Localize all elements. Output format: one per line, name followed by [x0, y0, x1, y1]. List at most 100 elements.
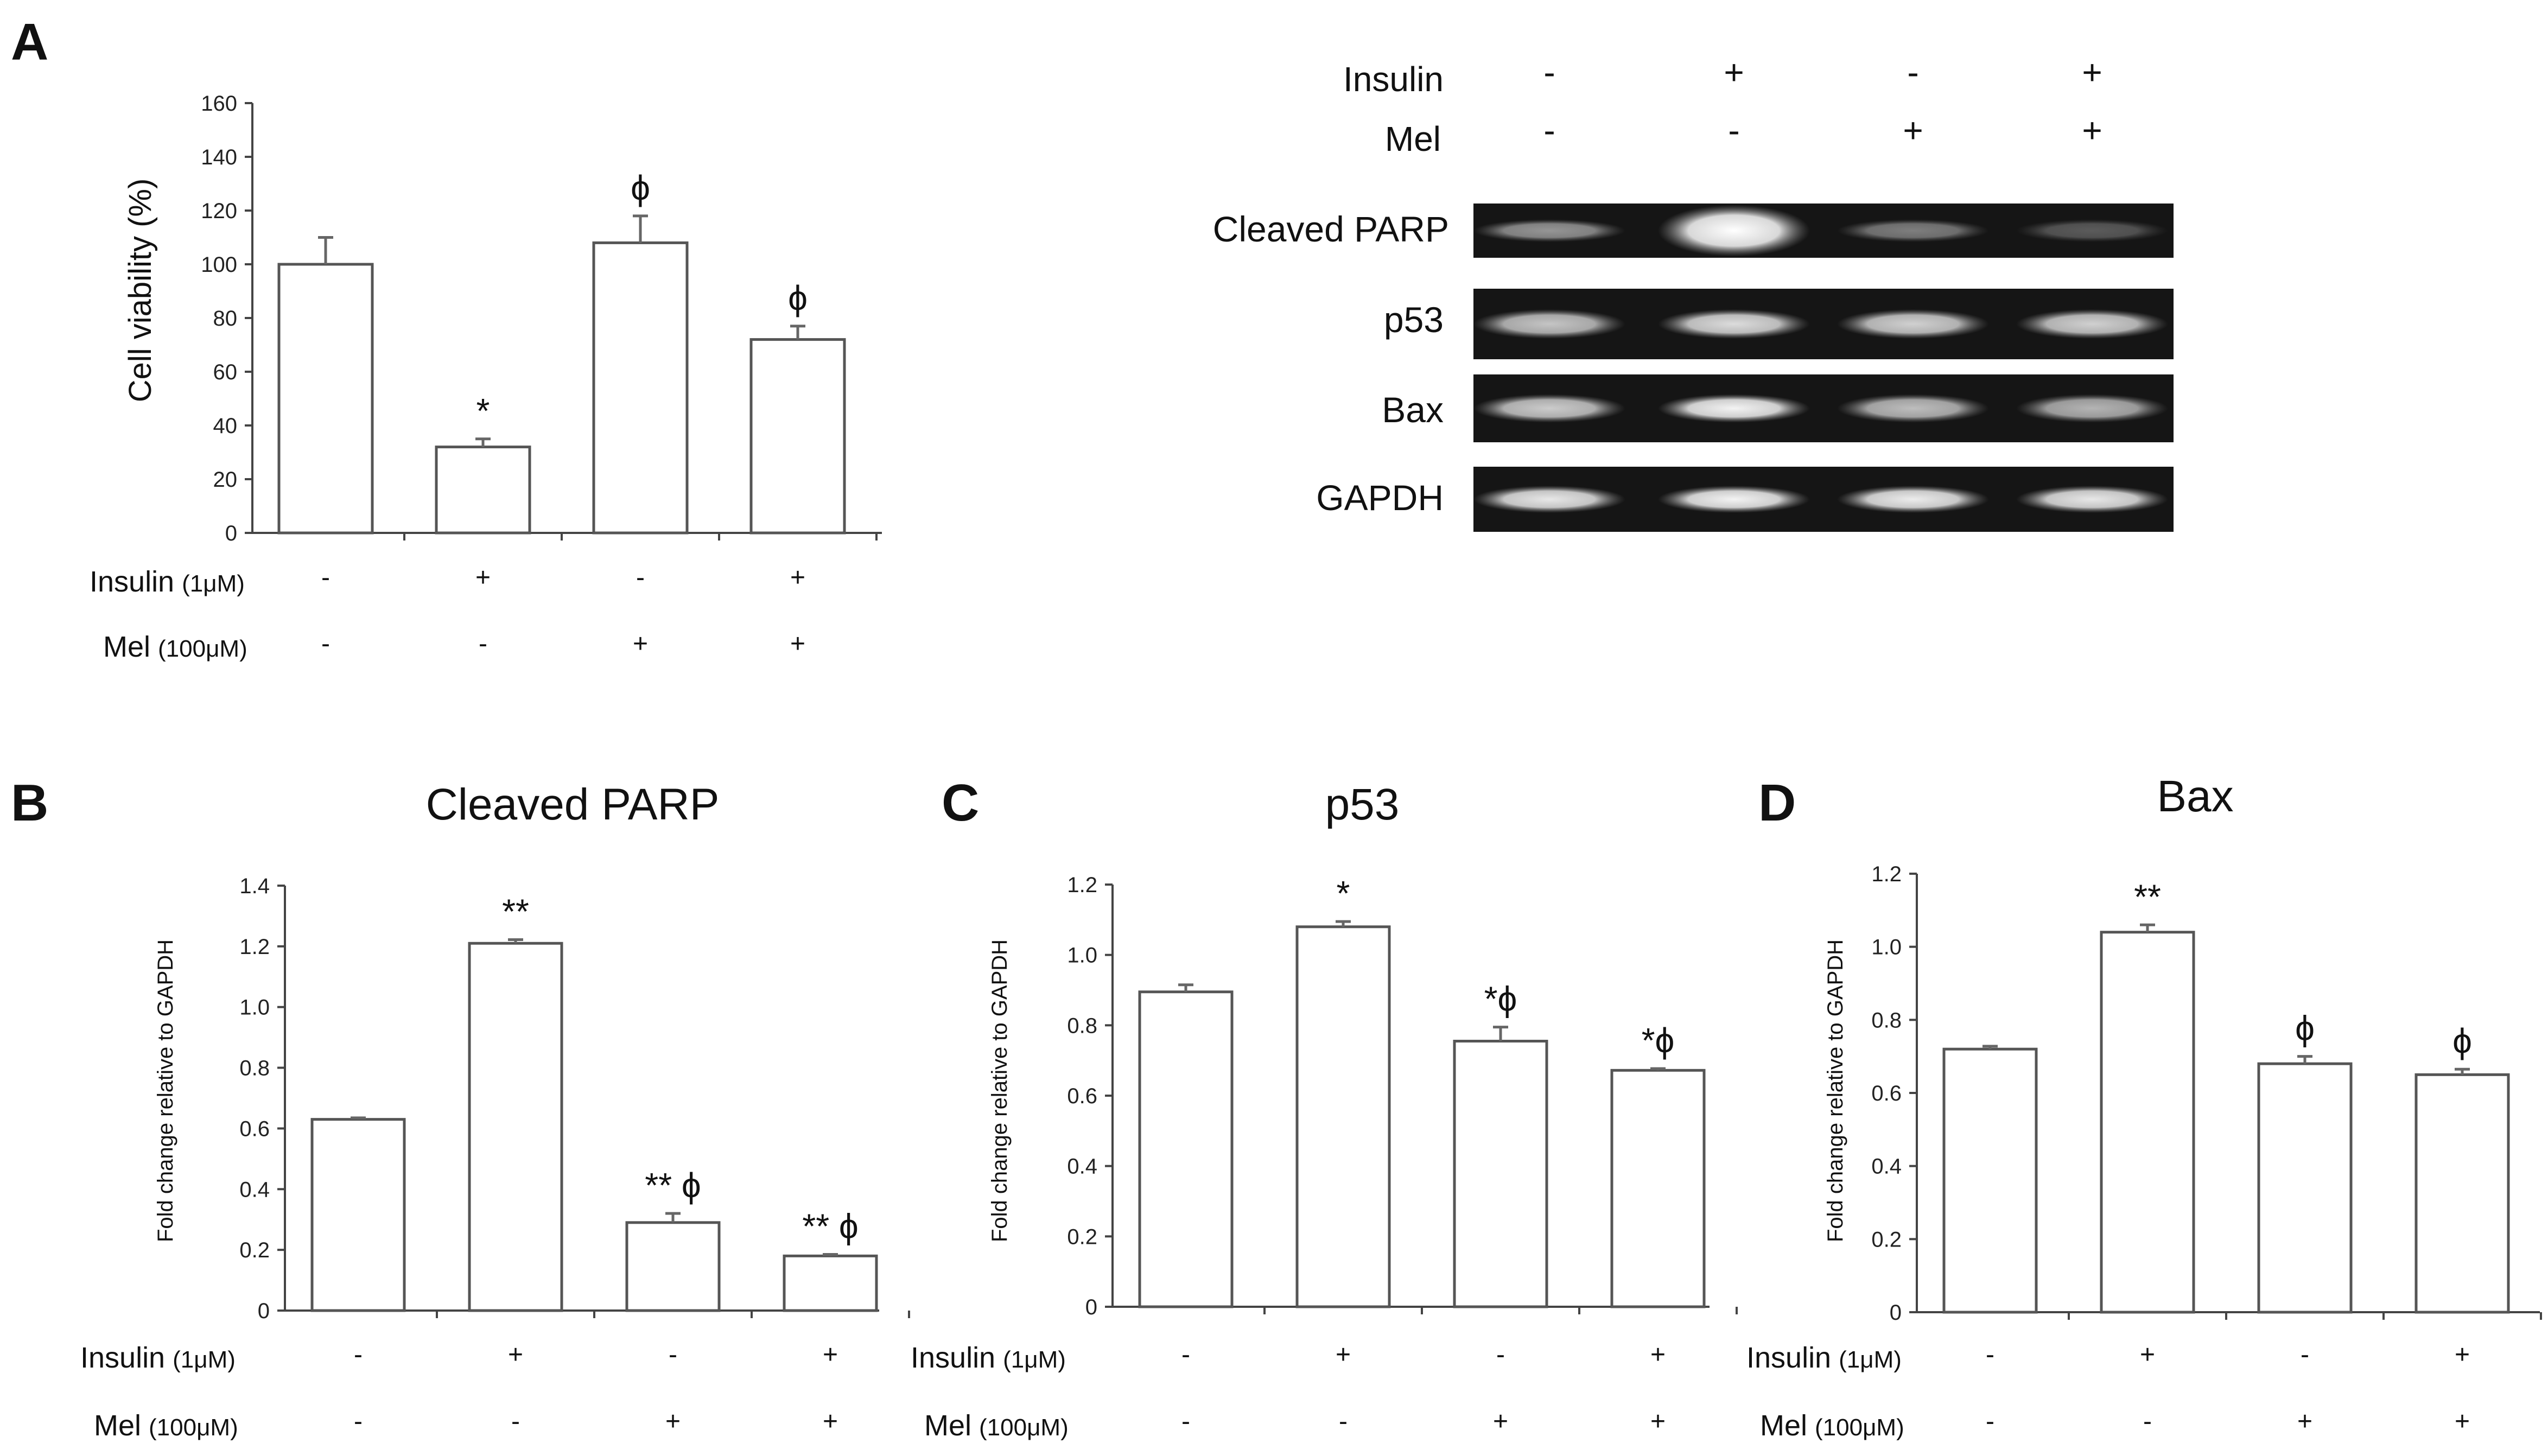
blot-band — [1837, 309, 1989, 339]
bar — [592, 241, 689, 535]
y-tick-label: 0 — [1890, 1301, 1902, 1325]
conditions-c: Insulin (1μM) Mel (100μM) — [911, 1341, 1069, 1442]
bar — [468, 942, 563, 1312]
panel-label-b: B — [11, 774, 48, 832]
bar — [1295, 925, 1391, 1308]
significance-label: ϕ — [2452, 1021, 2472, 1060]
mel-sign: + — [823, 1407, 838, 1436]
significance-label: ** ϕ — [802, 1207, 858, 1246]
blot-insulin-sign: - — [1907, 53, 1918, 92]
blot-row-label-cleaved-parp: Cleaved PARP — [1213, 209, 1449, 249]
blot-band — [1473, 309, 1625, 339]
y-tick-label: 0.4 — [1871, 1155, 1902, 1179]
bar — [435, 446, 531, 535]
significance-label: ** ϕ — [645, 1166, 701, 1205]
panel-label-c: C — [942, 774, 979, 832]
blot-band — [1473, 219, 1625, 242]
significance-label: *ϕ — [1484, 980, 1517, 1019]
bar — [749, 338, 846, 535]
blot-band — [1837, 485, 1989, 513]
y-tick-label: 1.0 — [1067, 944, 1097, 968]
conditions-a: Insulin (1μM) Mel (100μM) — [90, 565, 247, 663]
bar — [2257, 1062, 2353, 1314]
chart-c: 0 0.2 0.4 0.6 0.8 1.0 1.2 - - * + - *ϕ - + *ϕ + + — [1067, 873, 1738, 1436]
mel-sign: + — [1493, 1407, 1508, 1436]
y-tick-label: 80 — [213, 307, 238, 330]
mel-sign: - — [479, 630, 487, 658]
y-tick-label: 1.0 — [1871, 936, 1902, 959]
y-tick-label: 0.2 — [1067, 1225, 1097, 1249]
bar — [1610, 1069, 1706, 1308]
significance-label: ϕ — [2295, 1009, 2315, 1048]
mel-sign: - — [511, 1407, 520, 1436]
y-tick-label: 1.2 — [239, 935, 270, 959]
bar — [783, 1254, 878, 1312]
y-tick-label: 0.8 — [239, 1057, 270, 1080]
blot-band — [2016, 309, 2168, 339]
insulin-sign: - — [669, 1340, 677, 1369]
blot-mel-sign: - — [1543, 111, 1555, 150]
blot-row — [1473, 289, 2174, 359]
mel-sign: - — [1986, 1407, 1994, 1436]
blot-band — [1658, 485, 1810, 513]
insulin-sign: - — [636, 563, 645, 592]
chart-b: 0 0.2 0.4 0.6 0.8 1.0 1.2 1.4 - - ** + - ** ϕ - + ** ϕ + + — [239, 874, 910, 1436]
charts-layer: 020406080100120140160--*+-ϕ-+ϕ++00.20.40… — [201, 92, 2542, 1436]
y-tick-label: 40 — [213, 414, 238, 438]
bar — [1138, 990, 1234, 1308]
insulin-sign: + — [475, 563, 491, 592]
y-axis-label-c: Fold change relative to GAPDH — [988, 939, 1012, 1242]
mel-sign: + — [790, 630, 805, 658]
blot-row — [1473, 204, 2174, 258]
y-axis-label-a: Cell viability (%) — [123, 179, 158, 403]
mel-sign: - — [354, 1407, 363, 1436]
mel-sign: - — [1339, 1407, 1348, 1436]
mel-sign: - — [1181, 1407, 1190, 1436]
y-tick-label: 0.2 — [239, 1238, 270, 1262]
bar — [310, 1118, 406, 1312]
significance-label: * — [476, 391, 490, 430]
blot-insulin-sign: + — [2082, 53, 2102, 92]
y-tick-label: 0.8 — [1871, 1008, 1902, 1032]
y-tick-label: 0.4 — [239, 1178, 270, 1201]
blot-row-label-p53: p53 — [1384, 300, 1444, 340]
insulin-sign: - — [1181, 1340, 1190, 1369]
panel-label-a: A — [11, 13, 48, 71]
chart-d: 0 0.2 0.4 0.6 0.8 1.0 1.2 - - ** + - ϕ - + ϕ + + — [1871, 862, 2542, 1436]
blot-header-insulin: Insulin — [1343, 60, 1444, 99]
insulin-label-c: Insulin (1μM) — [911, 1341, 1066, 1374]
insulin-sign: - — [1986, 1340, 1994, 1369]
chart-a: 0 20 40 60 80 100 120 140 160 - - * + - ϕ - + ϕ + + — [201, 92, 882, 658]
y-tick-label: 60 — [213, 360, 238, 384]
blot-row-label-bax: Bax — [1382, 390, 1444, 430]
chart-title-d: Bax — [2157, 772, 2233, 821]
blot-row-label-gapdh: GAPDH — [1316, 478, 1444, 518]
mel-sign: + — [2297, 1407, 2312, 1436]
y-tick-label: 0.8 — [1067, 1014, 1097, 1038]
conditions-d: Insulin (1μM) Mel (100μM) — [1746, 1341, 1904, 1442]
blot-mel-sign: + — [1903, 111, 1923, 150]
mel-label-d: Mel (100μM) — [1760, 1409, 1904, 1442]
insulin-sign: - — [321, 563, 330, 592]
y-tick-label: 120 — [201, 199, 237, 223]
mel-sign: - — [321, 630, 330, 658]
blot-band — [1658, 309, 1810, 339]
insulin-label-b: Insulin (1μM) — [80, 1341, 236, 1374]
blot-band — [1837, 219, 1989, 242]
mel-sign: + — [1650, 1407, 1666, 1436]
blot-row — [1473, 467, 2174, 532]
mel-sign: - — [2143, 1407, 2152, 1436]
insulin-sign: + — [790, 563, 805, 592]
significance-label: *ϕ — [1642, 1021, 1675, 1060]
insulin-label-a: Insulin (1μM) — [90, 565, 245, 598]
mel-label-c: Mel (100μM) — [924, 1409, 1069, 1442]
bar — [1942, 1047, 2038, 1314]
insulin-sign: + — [1336, 1340, 1351, 1369]
blot-band — [1473, 394, 1625, 423]
chart-title-c: p53 — [1325, 780, 1400, 829]
blot-insulin-sign: + — [1724, 53, 1744, 92]
bar — [2414, 1073, 2510, 1314]
y-tick-label: 1.2 — [1871, 862, 1902, 886]
blot-band — [1658, 205, 1810, 257]
